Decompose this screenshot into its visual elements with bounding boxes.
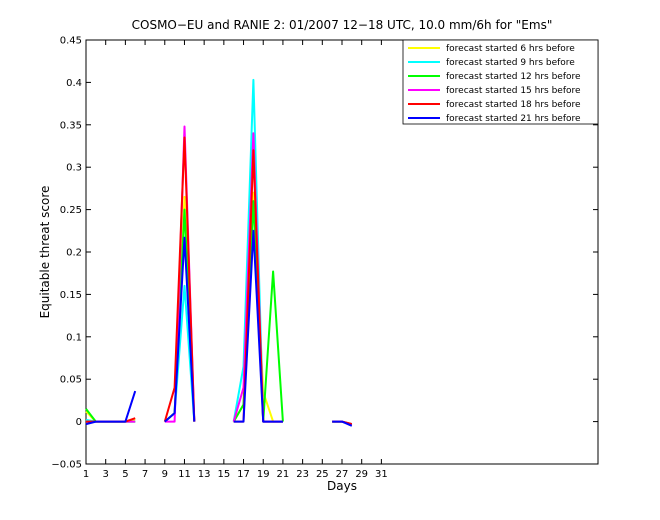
x-axis-label: Days [327, 479, 357, 493]
y-tick-label: 0.25 [60, 205, 82, 216]
legend-entry-label: forecast started 18 hrs before [446, 100, 581, 110]
x-tick-label: 17 [237, 469, 250, 480]
x-tick-label: 19 [257, 469, 270, 480]
y-tick-label: 0.3 [66, 163, 82, 174]
y-tick-label: 0.05 [60, 375, 82, 386]
x-tick-label: 15 [217, 469, 230, 480]
y-tick-label: 0.1 [66, 332, 82, 343]
x-tick-label: 5 [122, 469, 128, 480]
y-tick-label: 0.4 [66, 78, 82, 89]
chart-title: COSMO−EU and RANIE 2: 01/2007 12−18 UTC,… [132, 18, 553, 32]
x-tick-label: 9 [162, 469, 168, 480]
y-tick-label: 0.35 [60, 120, 82, 131]
x-tick-label: 13 [198, 469, 211, 480]
x-tick-label: 21 [277, 469, 290, 480]
legend: forecast started 6 hrs before forecast st… [402, 39, 599, 125]
x-tick-label: 11 [178, 469, 191, 480]
y-tick-label: 0 [76, 417, 82, 428]
x-tick-label: 3 [103, 469, 109, 480]
legend-entry-label: forecast started 15 hrs before [446, 86, 581, 96]
x-tick-label: 1 [83, 469, 89, 480]
x-tick-label: 31 [375, 469, 388, 480]
x-tick-label: 7 [142, 469, 148, 480]
legend-entry-label: forecast started 9 hrs before [446, 58, 575, 68]
y-tick-label: 0.45 [60, 36, 82, 47]
y-tick-label: −0.05 [51, 460, 82, 471]
x-tick-label: 23 [296, 469, 309, 480]
x-tick-label: 29 [355, 469, 368, 480]
legend-box [402, 39, 599, 125]
series-line-6 [85, 229, 353, 427]
x-tick-label: 25 [316, 469, 329, 480]
legend-entry-label: forecast started 12 hrs before [446, 72, 581, 82]
legend-entry-label: forecast started 6 hrs before [446, 44, 575, 54]
legend-entry-label: forecast started 21 hrs before [446, 114, 581, 124]
y-axis-label: Equitable threat score [38, 186, 52, 319]
series-lines [85, 78, 353, 427]
y-tick-label: 0.15 [60, 290, 82, 301]
x-tick-label: 27 [336, 469, 349, 480]
y-tick-label: 0.2 [66, 248, 82, 259]
